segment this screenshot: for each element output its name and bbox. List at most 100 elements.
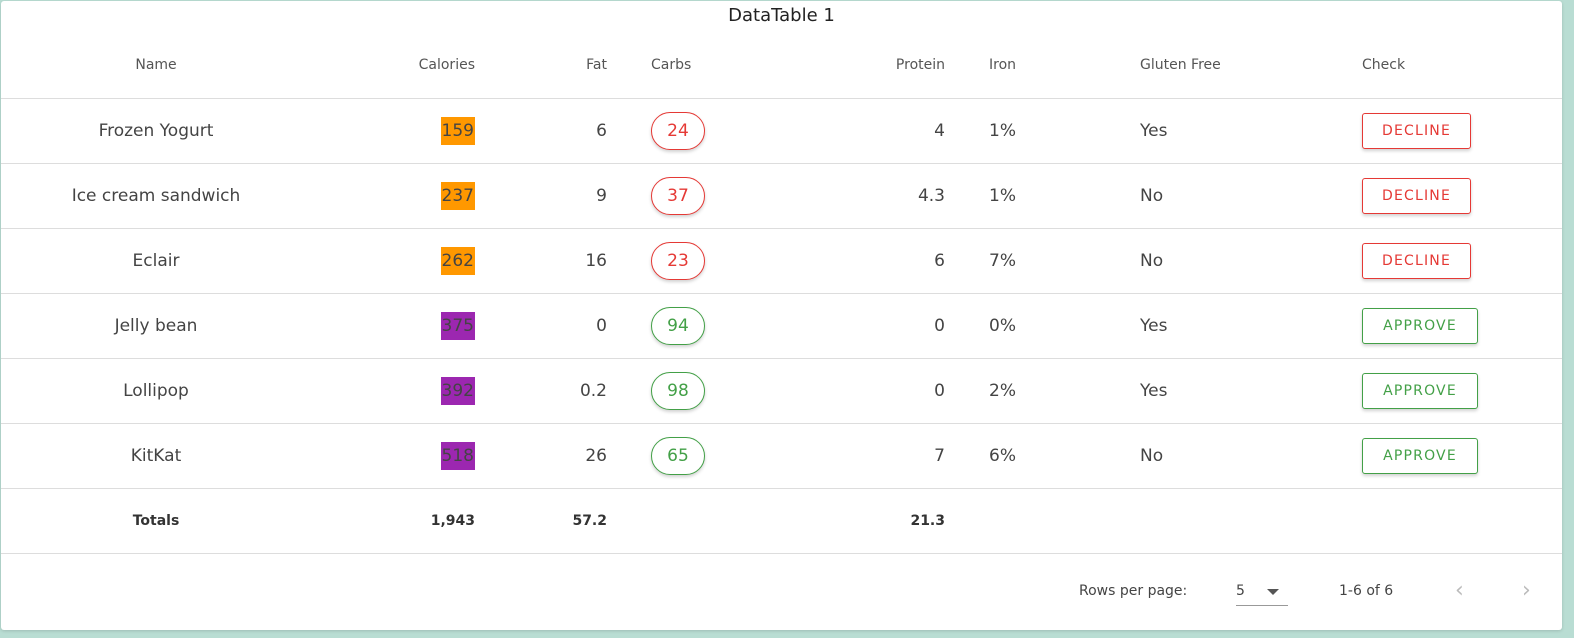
- cell-gluten-free: No: [1098, 163, 1320, 229]
- cell-carbs: 24: [619, 98, 783, 164]
- cell-name: Frozen Yogurt: [1, 98, 311, 164]
- cell-name: Lollipop: [1, 358, 311, 424]
- cell-iron: 1%: [957, 98, 1098, 164]
- cell-name: Eclair: [1, 228, 311, 294]
- rows-per-page-select[interactable]: 5: [1236, 575, 1288, 606]
- calories-badge: 375: [440, 311, 475, 340]
- carbs-chip: 37: [651, 176, 705, 215]
- cell-protein: 4: [783, 98, 957, 164]
- approve-button[interactable]: APPROVE: [1362, 372, 1478, 409]
- cell-fat: 16: [487, 228, 619, 294]
- table-pagination: Rows per page: 5 1-6 of 6 ‹ ›: [1, 553, 1562, 629]
- totals-iron: [957, 488, 1098, 554]
- cell-fat: 9: [487, 163, 619, 229]
- table-row: Ice cream sandwich 237 9 37 4.3 1% No DE…: [1, 163, 1562, 229]
- cell-calories: 262: [311, 228, 487, 294]
- page-range-text: 1-6 of 6: [1339, 583, 1394, 599]
- cell-carbs: 98: [619, 358, 783, 424]
- header-calories[interactable]: Calories: [311, 33, 487, 99]
- approve-button[interactable]: APPROVE: [1362, 437, 1478, 474]
- header-gluten-free[interactable]: Gluten Free: [1098, 33, 1320, 99]
- cell-protein: 4.3: [783, 163, 957, 229]
- rows-per-page-value: 5: [1236, 583, 1245, 599]
- table-title: DataTable 1: [728, 5, 835, 26]
- cell-check: APPROVE: [1320, 293, 1562, 359]
- table-row: KitKat 518 26 65 7 6% No APPROVE: [1, 423, 1562, 489]
- carbs-chip: 65: [651, 436, 705, 475]
- totals-carbs: [619, 488, 783, 554]
- chevron-down-icon: [1267, 589, 1279, 595]
- calories-badge: 518: [440, 441, 475, 470]
- cell-gluten-free: Yes: [1098, 98, 1320, 164]
- cell-check: DECLINE: [1320, 163, 1562, 229]
- decline-button[interactable]: DECLINE: [1362, 112, 1471, 149]
- cell-check: DECLINE: [1320, 98, 1562, 164]
- calories-badge: 262: [440, 246, 475, 275]
- calories-badge: 237: [440, 181, 475, 210]
- carbs-chip: 24: [651, 111, 705, 150]
- cell-iron: 0%: [957, 293, 1098, 359]
- totals-row: Totals 1,943 57.2 21.3: [1, 488, 1562, 554]
- cell-calories: 159: [311, 98, 487, 164]
- cell-protein: 0: [783, 293, 957, 359]
- cell-check: APPROVE: [1320, 358, 1562, 424]
- cell-check: APPROVE: [1320, 423, 1562, 489]
- calories-badge: 159: [440, 116, 475, 145]
- table-row: Frozen Yogurt 159 6 24 4 1% Yes DECLINE: [1, 98, 1562, 164]
- cell-carbs: 94: [619, 293, 783, 359]
- cell-fat: 0: [487, 293, 619, 359]
- table-row: Jelly bean 375 0 94 0 0% Yes APPROVE: [1, 293, 1562, 359]
- data-table: Name Calories Fat Carbs Protein Iron Glu…: [1, 33, 1562, 554]
- cell-check: DECLINE: [1320, 228, 1562, 294]
- cell-gluten-free: Yes: [1098, 358, 1320, 424]
- cell-iron: 2%: [957, 358, 1098, 424]
- totals-fat: 57.2: [487, 488, 619, 554]
- cell-protein: 6: [783, 228, 957, 294]
- cell-fat: 6: [487, 98, 619, 164]
- cell-iron: 7%: [957, 228, 1098, 294]
- cell-fat: 0.2: [487, 358, 619, 424]
- totals-gluten-free: [1098, 488, 1320, 554]
- cell-gluten-free: No: [1098, 423, 1320, 489]
- totals-check: [1320, 488, 1562, 554]
- totals-protein: 21.3: [783, 488, 957, 554]
- cell-calories: 392: [311, 358, 487, 424]
- cell-calories: 375: [311, 293, 487, 359]
- cell-iron: 1%: [957, 163, 1098, 229]
- cell-carbs: 37: [619, 163, 783, 229]
- totals-calories: 1,943: [311, 488, 487, 554]
- cell-protein: 7: [783, 423, 957, 489]
- cell-name: KitKat: [1, 423, 311, 489]
- header-name[interactable]: Name: [1, 33, 311, 99]
- data-table-card: DataTable 1 Name Calories Fat Carbs Prot…: [1, 1, 1562, 630]
- cell-calories: 518: [311, 423, 487, 489]
- cell-carbs: 65: [619, 423, 783, 489]
- totals-label: Totals: [1, 488, 311, 554]
- carbs-chip: 23: [651, 241, 705, 280]
- rows-per-page-label: Rows per page:: [1079, 583, 1188, 599]
- approve-button[interactable]: APPROVE: [1362, 307, 1478, 344]
- header-fat[interactable]: Fat: [487, 33, 619, 99]
- cell-fat: 26: [487, 423, 619, 489]
- cell-gluten-free: Yes: [1098, 293, 1320, 359]
- header-protein[interactable]: Protein: [783, 33, 957, 99]
- header-iron[interactable]: Iron: [957, 33, 1098, 99]
- cell-name: Jelly bean: [1, 293, 311, 359]
- carbs-chip: 94: [651, 306, 705, 345]
- cell-calories: 237: [311, 163, 487, 229]
- cell-protein: 0: [783, 358, 957, 424]
- table-row: Lollipop 392 0.2 98 0 2% Yes APPROVE: [1, 358, 1562, 424]
- decline-button[interactable]: DECLINE: [1362, 242, 1471, 279]
- cell-gluten-free: No: [1098, 228, 1320, 294]
- header-carbs[interactable]: Carbs: [619, 33, 783, 99]
- cell-carbs: 23: [619, 228, 783, 294]
- chevron-left-icon[interactable]: ‹: [1455, 578, 1464, 603]
- table-row: Eclair 262 16 23 6 7% No DECLINE: [1, 228, 1562, 294]
- decline-button[interactable]: DECLINE: [1362, 177, 1471, 214]
- cell-name: Ice cream sandwich: [1, 163, 311, 229]
- chevron-right-icon[interactable]: ›: [1522, 578, 1531, 603]
- cell-iron: 6%: [957, 423, 1098, 489]
- carbs-chip: 98: [651, 371, 705, 410]
- header-row: Name Calories Fat Carbs Protein Iron Glu…: [1, 33, 1562, 99]
- header-check[interactable]: Check: [1320, 33, 1562, 99]
